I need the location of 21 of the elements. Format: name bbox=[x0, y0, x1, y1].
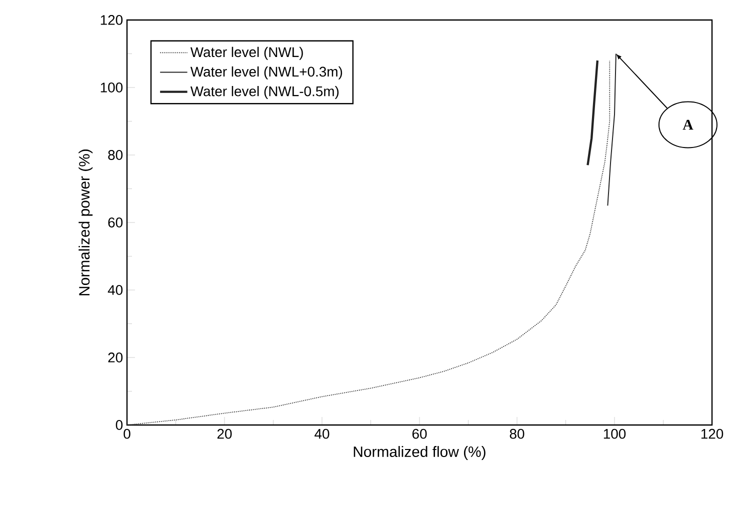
y-axis-title: Normalized power (%) bbox=[78, 150, 93, 296]
legend-label: Water level (NWL+0.3m) bbox=[190, 66, 342, 80]
annotation: A bbox=[682, 120, 694, 130]
legend-label: Water level (NWL-0.5m) bbox=[190, 86, 339, 100]
line-series bbox=[586, 59, 599, 166]
x-tick-label: 40 bbox=[314, 428, 330, 439]
y-tick-label: 0 bbox=[116, 420, 123, 430]
legend-label: Water level (NWL) bbox=[190, 46, 303, 60]
x-tick-label: 80 bbox=[510, 428, 524, 439]
x-axis-title: Normalized flow (%) bbox=[354, 446, 486, 460]
y-tick-label: 80 bbox=[108, 150, 123, 160]
x-tick-label: 20 bbox=[217, 428, 232, 439]
y-tick-label: 120 bbox=[100, 15, 123, 25]
x-tick-label: 0 bbox=[124, 428, 130, 439]
y-tick-label: 40 bbox=[108, 285, 123, 295]
y-tick-label: 60 bbox=[108, 218, 123, 228]
x-tick-label: 120 bbox=[701, 428, 724, 439]
y-tick-label: 100 bbox=[100, 82, 123, 92]
x-tick-label: 100 bbox=[604, 428, 626, 439]
x-tick-label: 60 bbox=[412, 428, 427, 439]
y-tick-label: 20 bbox=[108, 352, 123, 362]
